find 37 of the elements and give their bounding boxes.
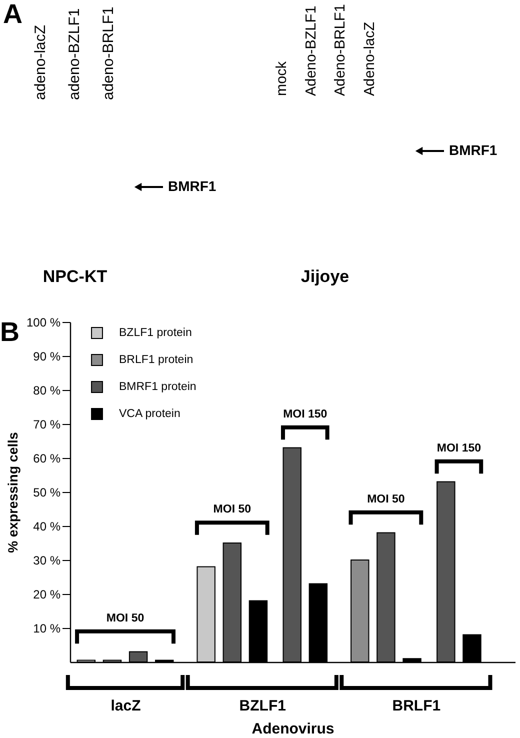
y-tick-label: 30 %: [33, 554, 61, 568]
y-axis-title: % expressing cells: [5, 432, 20, 553]
text: Jijoye: [300, 267, 350, 286]
annotation: MOI 150: [436, 442, 482, 454]
text: NPC-KT: [42, 267, 108, 286]
category-label: adeno-BZLF1: [66, 8, 83, 100]
x-tick-label: lacZ: [110, 698, 141, 714]
y-tick-label: 10 %: [33, 622, 61, 636]
x-tick-label: BRLF1: [392, 698, 441, 714]
y-tick-label: 50 %: [33, 486, 61, 500]
legend-label: BZLF1 protein: [119, 327, 192, 339]
annotation: MOI 50: [213, 504, 252, 516]
category-label: Adeno-lacZ: [362, 22, 378, 96]
chart-title: B: [0, 317, 20, 347]
legend-label: BRLF1 protein: [119, 354, 194, 366]
y-tick-label: 20 %: [33, 588, 61, 602]
category-label: Adeno-BZLF1: [303, 6, 320, 96]
category-label: mock: [274, 60, 290, 96]
y-tick-label: 90 %: [33, 350, 61, 364]
annotation: MOI 150: [283, 408, 328, 420]
category-label: adeno-lacZ: [32, 24, 49, 100]
annotation: MOI 50: [106, 612, 144, 624]
text: BMRF1: [449, 142, 498, 158]
category-label: adeno-BRLF1: [100, 6, 117, 100]
x-tick-label: BZLF1: [239, 698, 286, 714]
annotation: MOI 50: [367, 493, 405, 506]
y-tick-label: 70 %: [33, 418, 61, 432]
legend-label: BMRF1 protein: [119, 381, 196, 393]
y-tick-label: 80 %: [33, 384, 61, 398]
y-tick-label: 100 %: [26, 316, 61, 330]
category-label: Adeno-BRLF1: [332, 4, 349, 96]
y-tick-label: 60 %: [33, 452, 61, 466]
x-axis-title: Adenovirus: [252, 720, 334, 738]
text: A: [3, 0, 22, 29]
y-tick-label: 40 %: [33, 520, 61, 534]
text: BMRF1: [168, 178, 216, 194]
legend-label: VCA protein: [119, 408, 180, 420]
